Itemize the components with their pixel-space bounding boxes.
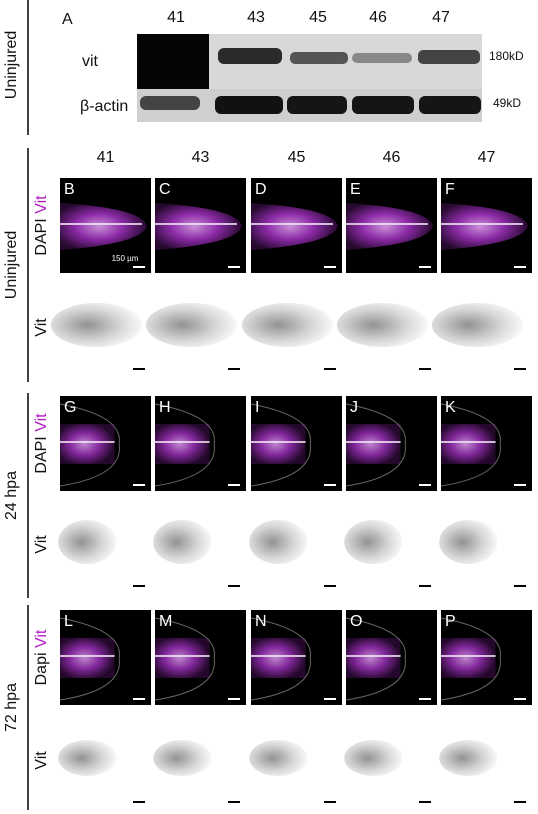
tail [251,203,338,250]
vit-signal [58,740,117,776]
vit-signal [249,740,308,776]
panel-letter: L [64,613,73,630]
tail [155,203,242,250]
fin [154,617,215,701]
band [352,53,412,63]
band [287,96,347,114]
band [140,96,200,110]
panel-letter: I [255,399,259,416]
tail [441,203,528,250]
vit-signal [344,520,403,564]
tail [251,424,306,464]
vit-signal [431,303,523,347]
channel-labels: Dapi Vit [33,629,50,685]
tail [60,424,115,464]
gray-label: Vit [33,751,50,770]
band [352,96,414,114]
channel-label: Vit [33,629,50,648]
band [419,96,481,114]
column-label: 47 [478,149,496,166]
vit-signal [336,303,428,347]
scale-bar-label: 150 µm [112,254,139,263]
panel-letter: D [255,181,267,198]
channel-label: Vit [33,195,50,214]
band [418,50,480,64]
vit-signal [145,303,237,347]
tail [346,638,401,678]
tail [251,638,306,678]
tail [441,424,496,464]
fin [345,617,406,701]
vit-signal [241,303,333,347]
lane-label: 41 [167,9,185,26]
panel-letter: B [64,181,75,198]
vit-signal [249,520,308,564]
fin [250,617,311,701]
channel-label: DAPI [33,218,50,255]
tail [155,424,210,464]
vit-signal [58,520,117,564]
size-label: 49kD [493,96,521,110]
fin [59,617,120,701]
group-label: 72 hpa [3,683,20,732]
lane-label: 47 [432,9,450,26]
panel-letter: A [62,11,73,28]
panel-letter: F [445,181,455,198]
fin [154,403,215,487]
band [218,48,282,64]
panel-letter: N [255,613,267,630]
tail [60,638,115,678]
fin [250,403,311,487]
panel-letter: K [445,399,456,416]
channel-labels: DAPI Vit [33,195,50,256]
row-label: β-actin [80,98,128,115]
vit-signal [439,740,498,776]
group-label: Uninjured [3,231,20,299]
column-label: 46 [383,149,401,166]
band [290,52,348,64]
panel-letter: G [64,399,76,416]
panel-letter: H [159,399,171,416]
vit-signal [50,303,142,347]
fin [440,617,501,701]
band [215,96,283,114]
fin [59,403,120,487]
panel-letter: O [350,613,362,630]
panel-letter: M [159,613,172,630]
gray-label: Vit [33,535,50,554]
lane-label: 43 [247,9,265,26]
fin [440,403,501,487]
column-label: 43 [192,149,210,166]
column-label: 45 [288,149,306,166]
size-label: 180kD [489,49,524,63]
tail [346,203,433,250]
group-label: 24 hpa [3,471,20,520]
tail [60,203,147,250]
tail [346,424,401,464]
band [137,34,209,89]
channel-label: DAPI [33,436,50,473]
gray-label: Vit [33,318,50,337]
fin [345,403,406,487]
group-label: Uninjured [3,31,20,99]
tail [441,638,496,678]
tail [155,638,210,678]
row-label: vit [82,53,99,70]
vit-signal [153,520,212,564]
channel-label: Dapi [33,652,50,685]
channel-labels: DAPI Vit [33,413,50,474]
column-label: 41 [97,149,115,166]
lane-label: 45 [309,9,327,26]
vit-signal [344,740,403,776]
panel-letter: E [350,181,361,198]
vit-signal [439,520,498,564]
panel-letter: J [350,399,358,416]
panel-letter: C [159,181,171,198]
lane-label: 46 [369,9,387,26]
channel-label: Vit [33,413,50,432]
vit-signal [153,740,212,776]
panel-letter: P [445,613,456,630]
